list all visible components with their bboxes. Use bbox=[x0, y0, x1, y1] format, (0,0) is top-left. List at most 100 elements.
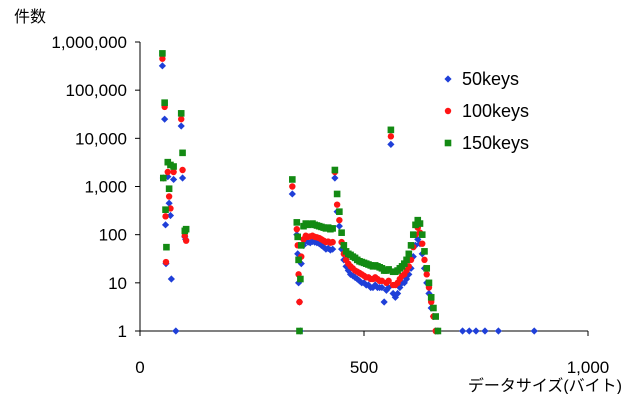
data-point bbox=[465, 327, 473, 335]
data-point bbox=[182, 225, 190, 233]
data-point bbox=[170, 168, 177, 176]
legend-label: 50keys bbox=[462, 69, 519, 89]
data-point bbox=[481, 327, 489, 335]
y-tick-label: 1 bbox=[118, 322, 127, 341]
data-point bbox=[179, 149, 186, 157]
data-point bbox=[340, 242, 348, 249]
data-point bbox=[295, 256, 302, 264]
data-point bbox=[530, 327, 538, 335]
data-point bbox=[177, 110, 185, 117]
series-150keys bbox=[159, 50, 442, 335]
data-point bbox=[371, 281, 379, 289]
data-point bbox=[382, 286, 390, 294]
data-point bbox=[167, 205, 174, 212]
data-point bbox=[161, 115, 169, 123]
data-point bbox=[294, 233, 301, 241]
data-point bbox=[182, 237, 190, 244]
data-point bbox=[412, 221, 419, 229]
data-point bbox=[159, 174, 167, 182]
data-point bbox=[364, 281, 373, 289]
data-point bbox=[421, 248, 428, 255]
data-point bbox=[170, 175, 178, 184]
data-point bbox=[161, 99, 168, 106]
data-point bbox=[494, 327, 502, 335]
data-point bbox=[162, 213, 169, 220]
data-point bbox=[331, 174, 339, 182]
data-point bbox=[177, 122, 185, 130]
data-point bbox=[405, 250, 413, 258]
data-point bbox=[335, 222, 343, 230]
data-point bbox=[409, 253, 417, 261]
data-point bbox=[425, 279, 433, 287]
y-tick-label: 10,000 bbox=[75, 129, 127, 148]
data-point bbox=[385, 266, 392, 273]
data-point bbox=[159, 55, 166, 62]
data-point bbox=[380, 298, 388, 306]
data-point bbox=[407, 242, 415, 249]
y-axis-ticks: 1 10 100 1,000 10,000 100,000 1,000,000 bbox=[51, 33, 140, 341]
data-point bbox=[387, 133, 395, 140]
data-point bbox=[172, 327, 180, 335]
data-point bbox=[338, 229, 345, 236]
data-point bbox=[158, 62, 166, 70]
legend: 50keys 100keys 150keys bbox=[444, 69, 529, 153]
data-point bbox=[161, 221, 170, 229]
data-point bbox=[297, 275, 304, 283]
data-point bbox=[423, 271, 430, 278]
data-point bbox=[333, 201, 341, 208]
legend-marker bbox=[444, 75, 452, 83]
data-point bbox=[434, 327, 442, 335]
axes bbox=[139, 42, 588, 332]
legend-item: 150keys bbox=[444, 133, 529, 153]
x-axis-title: データサイズ(バイト) bbox=[468, 376, 622, 394]
y-tick-label: 100,000 bbox=[66, 81, 127, 100]
data-point bbox=[387, 140, 395, 148]
data-point bbox=[294, 279, 303, 287]
legend-marker bbox=[444, 107, 452, 115]
data-point bbox=[387, 126, 395, 134]
data-point bbox=[289, 183, 296, 190]
data-point bbox=[414, 216, 422, 224]
y-tick-label: 100 bbox=[99, 226, 127, 245]
data-point bbox=[418, 231, 426, 238]
data-point bbox=[165, 199, 173, 207]
data-point bbox=[338, 245, 346, 253]
y-axis-title: 件数 bbox=[14, 8, 46, 26]
data-point bbox=[419, 240, 426, 247]
data-point bbox=[423, 265, 431, 272]
data-point bbox=[432, 313, 439, 320]
data-point bbox=[165, 185, 173, 193]
data-point bbox=[329, 245, 337, 253]
legend-item: 50keys bbox=[444, 69, 519, 89]
data-point bbox=[403, 256, 410, 264]
data-point bbox=[167, 275, 175, 283]
legend-marker bbox=[444, 139, 452, 147]
data-point bbox=[324, 244, 332, 252]
data-point bbox=[409, 231, 417, 238]
data-point bbox=[178, 174, 187, 182]
data-point bbox=[293, 219, 301, 226]
x-tick-label: 0 bbox=[135, 358, 144, 377]
data-point bbox=[472, 327, 480, 335]
data-point bbox=[159, 50, 166, 57]
data-point bbox=[178, 115, 185, 123]
data-point bbox=[329, 238, 336, 246]
data-points bbox=[158, 50, 538, 335]
data-point bbox=[394, 289, 402, 298]
legend-label: 150keys bbox=[462, 133, 529, 153]
data-point bbox=[293, 225, 300, 233]
data-point bbox=[329, 225, 336, 232]
data-point bbox=[331, 166, 339, 174]
data-point bbox=[336, 208, 343, 215]
data-point bbox=[170, 163, 177, 170]
data-point bbox=[333, 190, 341, 198]
data-point bbox=[289, 176, 296, 183]
data-point bbox=[165, 193, 173, 200]
y-tick-label: 10 bbox=[108, 274, 127, 293]
data-point bbox=[349, 272, 357, 280]
legend-item: 100keys bbox=[444, 101, 529, 121]
data-point bbox=[430, 304, 437, 312]
data-point bbox=[288, 190, 296, 198]
legend-label: 100keys bbox=[462, 101, 529, 121]
